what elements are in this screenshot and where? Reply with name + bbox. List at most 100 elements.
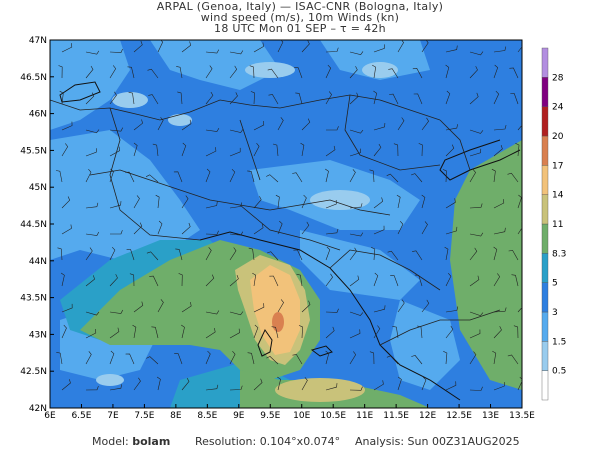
wind-barb — [205, 328, 216, 339]
wind-barb — [181, 324, 185, 339]
wind-barb — [229, 350, 236, 365]
wind-barb — [147, 68, 159, 79]
header-time: 18 UTC Mon 01 SEP – τ = 42h — [214, 22, 386, 35]
wind-barb — [253, 120, 265, 131]
wind-barb — [397, 40, 404, 53]
wind-barb — [181, 119, 192, 131]
wind-barb — [248, 247, 255, 261]
wind-barb — [109, 246, 116, 261]
colorbar-segment — [541, 77, 549, 107]
wind-barb — [133, 142, 138, 157]
wind-barb — [349, 351, 357, 365]
wind-barb — [109, 91, 117, 105]
colorbar-label: 5 — [552, 279, 558, 289]
wind-barbs — [55, 40, 522, 391]
wind-barb — [509, 67, 519, 79]
wind-barb — [205, 91, 214, 105]
wind-barb — [85, 169, 92, 183]
wind-barb — [85, 311, 100, 316]
wind-barb — [301, 194, 307, 209]
colorbar-label: 20 — [552, 132, 564, 142]
wind-barb — [205, 310, 220, 315]
wind-barb — [132, 324, 137, 339]
wind-barb — [181, 41, 192, 53]
wind-barb — [58, 65, 63, 79]
wind-barb — [145, 174, 159, 183]
wind-barb — [56, 352, 63, 365]
wind-barb — [397, 299, 405, 313]
wind-barb — [491, 168, 496, 183]
wind-barb — [301, 300, 311, 313]
wind-barb — [109, 48, 123, 53]
wind-barb — [508, 250, 519, 261]
wind-barb — [61, 379, 71, 391]
wind-barb — [151, 326, 159, 339]
wind-barb — [493, 90, 500, 105]
wind-barb — [492, 350, 497, 365]
wind-barb — [373, 90, 378, 105]
wind-barb — [469, 275, 480, 287]
x-tick-label: 11.5E — [383, 411, 409, 421]
wind-barb — [469, 311, 484, 317]
wind-barb — [127, 66, 135, 79]
wind-barb — [515, 143, 520, 157]
wind-barb — [442, 169, 447, 183]
wind-barb — [517, 46, 522, 53]
wind-barb — [493, 64, 499, 79]
wind-barb — [229, 328, 240, 339]
wind-barb — [85, 129, 100, 134]
wind-barb — [445, 144, 455, 157]
wind-barb — [493, 125, 507, 131]
wind-barb — [349, 311, 364, 316]
wind-barb — [469, 351, 477, 365]
wind-barb — [325, 64, 332, 79]
wind-barb — [387, 250, 399, 261]
wind-barb — [125, 171, 135, 183]
wind-barb — [133, 40, 143, 53]
colorbar-label: 8.3 — [552, 249, 566, 259]
wind-barb — [61, 121, 73, 131]
colorbar-label: 0.5 — [552, 367, 566, 377]
wind-barb — [253, 196, 262, 209]
wind-barb — [205, 128, 220, 132]
wind-barb — [469, 203, 483, 209]
wind-barb — [445, 45, 458, 53]
wind-barb — [326, 126, 339, 131]
wind-barb — [266, 174, 279, 183]
wind-barb — [267, 68, 279, 79]
wind-barb — [373, 44, 385, 53]
wind-barb — [59, 90, 64, 105]
y-tick-label: 42.5N — [20, 367, 47, 377]
y-tick-label: 47N — [29, 36, 47, 46]
wind-barb — [300, 142, 305, 157]
wind-barb — [412, 67, 423, 79]
wind-barb — [156, 376, 161, 391]
colorbar-segment — [541, 370, 549, 401]
wind-barb — [277, 40, 284, 53]
wind-barb — [229, 385, 243, 391]
colorbar-segment — [541, 165, 549, 195]
wind-barb — [275, 194, 280, 209]
footer-analysis: Analysis: Sun 00Z31AUG2025 — [355, 435, 520, 448]
colorbar-segment — [541, 311, 549, 342]
wind-barb — [493, 326, 502, 339]
wind-barb — [298, 325, 303, 339]
wind-barb — [293, 249, 303, 261]
wind-barb — [445, 381, 457, 391]
footer-resolution: Resolution: 0.104°x0.074° — [195, 435, 341, 448]
footer-model: Model: bolam — [92, 435, 171, 448]
x-tick-label: 12E — [419, 411, 436, 421]
wind-barb — [205, 384, 219, 391]
wind-barb — [325, 168, 329, 183]
wind-barb — [301, 377, 308, 391]
colorbar-label: 3 — [552, 308, 558, 318]
wind-barb — [417, 325, 423, 339]
wind-barb — [272, 143, 279, 157]
wind-barb — [349, 275, 360, 287]
wind-barb — [133, 222, 143, 235]
x-tick-label: 11E — [356, 411, 373, 421]
wind-barb — [397, 220, 404, 235]
wind-barb — [413, 93, 423, 105]
wind-barb — [205, 247, 212, 261]
header-source: ARPAL (Genoa, Italy) — ISAC-CNR (Bologna… — [156, 0, 444, 13]
